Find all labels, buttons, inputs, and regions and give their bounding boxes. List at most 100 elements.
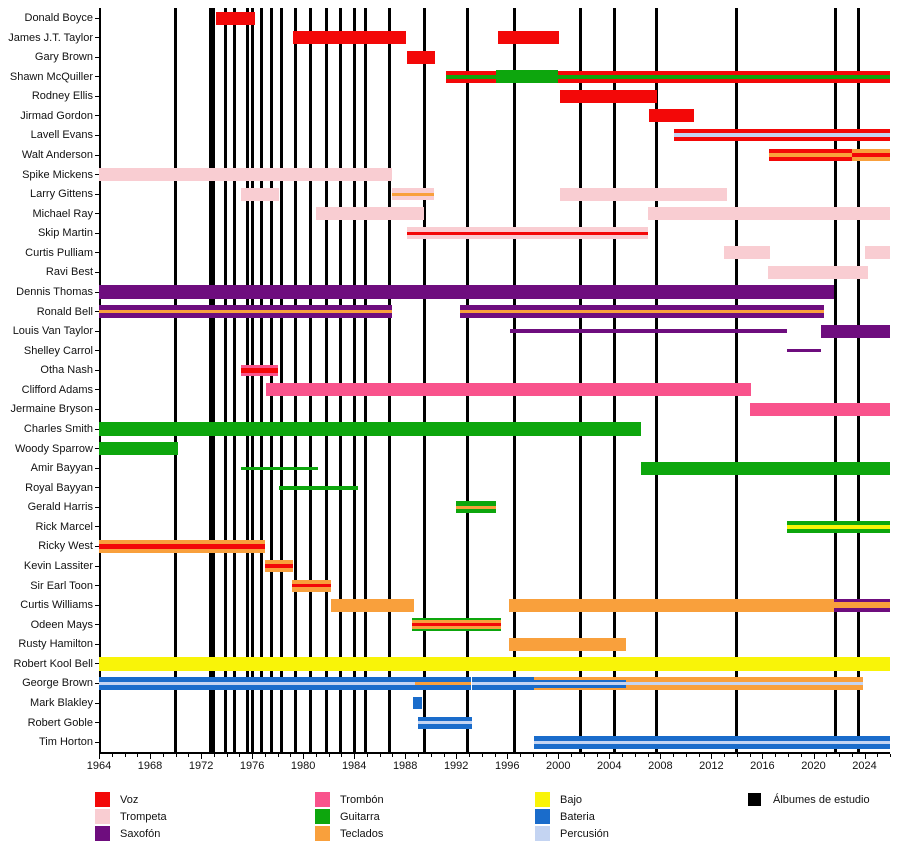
axis-tick <box>890 754 891 757</box>
timeline-bar <box>508 637 626 651</box>
row-tick <box>95 291 99 293</box>
row-tick <box>95 350 99 352</box>
bar-stripe-trompeta <box>406 234 648 240</box>
legend-swatch-bateria <box>535 809 550 824</box>
axis-tick-label: 1976 <box>239 760 265 772</box>
timeline-bar <box>315 207 425 221</box>
member-label: Otha Nash <box>40 364 93 377</box>
axis-tick <box>252 754 254 759</box>
member-label: Walt Anderson <box>21 149 93 161</box>
axis-tick <box>264 754 266 757</box>
row-tick <box>95 467 99 469</box>
bar-stripe-teclados <box>415 681 472 686</box>
timeline-bar <box>392 188 435 201</box>
axis-tick <box>405 754 407 759</box>
bar-stripe-voz <box>292 31 407 45</box>
axis-tick <box>469 754 470 757</box>
timeline-bar <box>415 677 472 691</box>
legend-label: Trompeta <box>120 811 167 823</box>
member-label: Woody Sparrow <box>14 442 93 455</box>
album-line <box>208 8 212 752</box>
timeline-bar <box>291 579 332 592</box>
axis-tick <box>762 754 764 759</box>
member-label: Robert Goble <box>27 716 93 729</box>
member-label: Mark Blakley <box>30 697 93 710</box>
legend-label: Bateria <box>560 811 595 823</box>
bar-stripe-guitarra <box>99 442 179 456</box>
timeline-bar <box>99 656 890 671</box>
axis-tick <box>839 754 840 757</box>
timeline-bar <box>767 266 869 279</box>
axis-tick <box>99 754 100 759</box>
axis-tick <box>315 754 317 757</box>
row-tick <box>95 17 99 19</box>
axis-tick <box>609 754 611 759</box>
bar-stripe-guitarra <box>411 618 501 621</box>
bar-stripe-teclados <box>768 153 852 157</box>
y-axis-line <box>99 8 101 752</box>
bar-stripe-trompeta <box>315 207 425 221</box>
member-label: Shelley Carrol <box>23 344 93 357</box>
axis-tick <box>787 754 789 757</box>
bar-stripe-percusion <box>471 681 534 686</box>
album-line <box>578 8 582 752</box>
member-label: Michael Ray <box>32 207 93 220</box>
bar-stripe-saxofon <box>99 313 393 319</box>
bar-stripe-teclados <box>625 685 864 691</box>
axis-tick-label: 2004 <box>597 760 622 772</box>
bar-stripe-voz <box>264 564 293 568</box>
axis-tick <box>698 754 700 757</box>
row-tick <box>95 428 99 430</box>
bar-stripe-guitarra <box>558 74 890 79</box>
member-label: Louis Van Taylor <box>12 325 93 338</box>
album-line <box>174 8 177 752</box>
axis-tick <box>290 754 292 757</box>
timeline-bar <box>99 677 416 691</box>
bar-stripe-voz <box>411 623 501 627</box>
axis-tick <box>736 754 738 757</box>
timeline-bar <box>534 677 626 690</box>
bar-stripe-bateria <box>418 716 472 721</box>
axis-tick <box>634 754 636 757</box>
bar-stripe-guitarra <box>456 501 496 506</box>
axis-tick <box>111 754 113 757</box>
bar-stripe-trompeta <box>559 187 727 201</box>
axis-tick-label: 1988 <box>392 760 418 772</box>
bar-stripe-trombon <box>240 364 278 369</box>
axis-tick <box>213 754 215 757</box>
bar-stripe-trompeta <box>392 195 435 201</box>
row-tick <box>95 643 99 645</box>
bar-stripe-teclados <box>625 677 864 682</box>
timeline-bar <box>749 403 890 416</box>
bar-stripe-teclados <box>291 579 332 584</box>
legend-label: Teclados <box>340 828 384 840</box>
bar-stripe-teclados <box>264 567 293 573</box>
row-tick <box>95 565 99 567</box>
plot-area <box>95 8 890 752</box>
bar-stripe-trombon <box>240 372 278 376</box>
timeline-bar <box>418 716 472 729</box>
bar-stripe-voz <box>240 368 278 373</box>
bar-stripe-bateria <box>534 735 890 741</box>
album-line <box>324 8 328 752</box>
axis-tick-label: 1996 <box>495 760 520 772</box>
bar-stripe-voz <box>648 109 694 123</box>
member-label: Clifford Adams <box>21 383 93 396</box>
member-label: Tim Horton <box>39 736 93 749</box>
row-tick <box>95 193 99 195</box>
bar-stripe-voz <box>851 153 890 157</box>
timeline-bar <box>786 349 822 353</box>
bar-stripe-voz <box>558 78 890 83</box>
bar-stripe-bateria <box>99 677 416 682</box>
bar-stripe-guitarra <box>411 629 501 632</box>
bar-stripe-teclados <box>291 587 332 592</box>
timeline-bar <box>498 31 560 45</box>
row-tick <box>95 663 99 665</box>
member-label: Sir Earl Toon <box>30 579 93 592</box>
member-label: Ronald Bell <box>36 305 93 318</box>
member-label: Kevin Lassiter <box>23 560 93 573</box>
timeline-bar <box>559 187 727 201</box>
legend-label: Saxofón <box>120 828 161 840</box>
axis-tick <box>379 754 381 757</box>
album-line <box>856 8 860 752</box>
